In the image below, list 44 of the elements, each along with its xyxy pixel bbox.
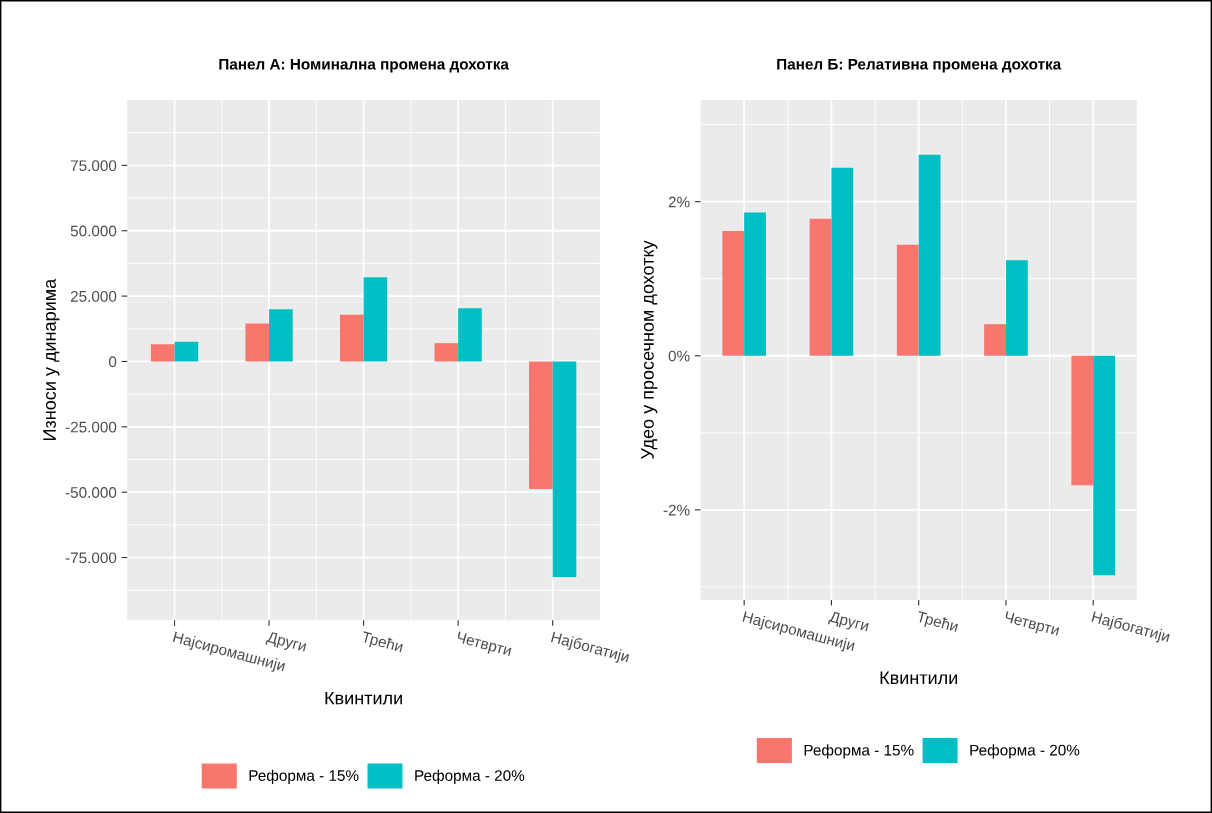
y-tick-label: 25.000 <box>70 290 117 302</box>
bar <box>245 323 270 362</box>
x-axis-title: Квинтили <box>880 671 958 685</box>
y-axis-title: Износи у динарима <box>43 278 60 440</box>
y-tick-label: 0% <box>668 350 690 362</box>
x-tick-label: Трећи <box>915 610 959 635</box>
y-tick-label: -50.000 <box>65 487 117 498</box>
legend-label: Реформа - 15% <box>804 744 914 759</box>
bar <box>552 361 577 577</box>
bar <box>458 308 482 362</box>
y-axis-title: Удео у просечном дохотку <box>641 240 658 460</box>
legend-label: Реформа - 20% <box>415 769 525 784</box>
bar <box>150 344 175 362</box>
bar <box>918 154 941 356</box>
bar <box>722 230 745 356</box>
x-tick-label: Четврти <box>455 631 512 659</box>
legend-label: Реформа - 20% <box>970 744 1080 759</box>
bar <box>174 341 199 362</box>
y-tick-label: 0 <box>108 356 117 368</box>
y-tick-label: 75.000 <box>70 160 117 172</box>
x-tick-label: Трећи <box>360 630 404 656</box>
bar <box>269 309 293 362</box>
legend-label: Реформа - 15% <box>249 769 359 784</box>
bar <box>529 361 553 490</box>
chart-title: Панел Б: Релативна промена дохотка <box>777 58 1062 73</box>
y-tick-label: 2% <box>668 196 690 208</box>
bar <box>984 324 1006 356</box>
x-axis-title: Квинтили <box>325 691 402 705</box>
y-tick-label: -25.000 <box>65 421 117 433</box>
y-tick-label: 50.000 <box>70 225 117 237</box>
bar <box>809 218 832 356</box>
bar <box>831 167 854 356</box>
chart-title: Панел А: Номинална промена дохотка <box>219 58 509 73</box>
bar <box>1005 260 1028 356</box>
bar <box>1093 355 1116 576</box>
bar <box>744 212 766 356</box>
y-tick-label: -2% <box>663 504 690 516</box>
bar <box>1071 355 1094 486</box>
bar <box>363 277 388 362</box>
bar <box>896 244 919 356</box>
bar <box>339 314 364 362</box>
y-tick-label: -75.000 <box>65 552 117 564</box>
bar <box>434 343 459 362</box>
x-tick-label: Четврти <box>1003 611 1060 639</box>
